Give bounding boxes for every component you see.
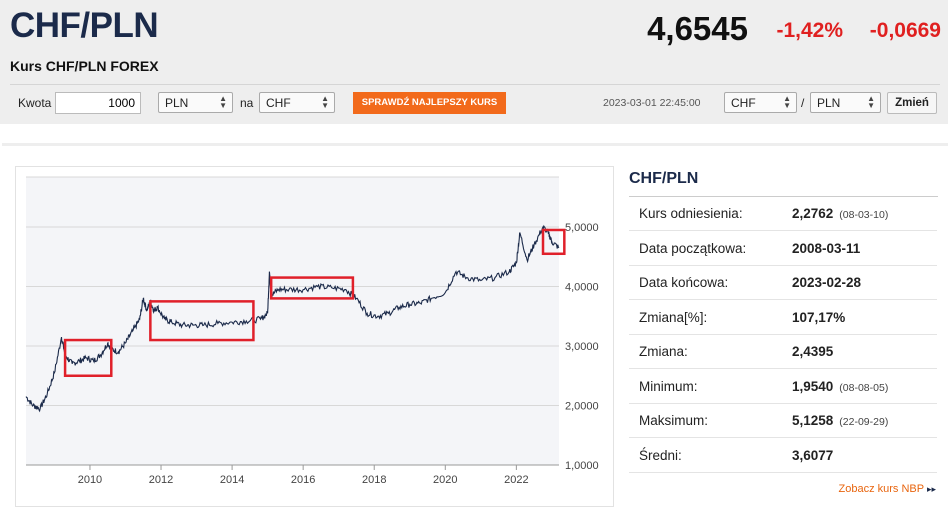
select-arrows-icon: ▲ ▼ [867, 94, 875, 110]
stats-value: 1,9540 (08-08-05) [792, 379, 888, 394]
stats-value: 5,1258 (22-09-29) [792, 413, 888, 428]
stats-value-number: 2023-02-28 [792, 275, 862, 290]
stats-label: Minimum: [639, 378, 698, 394]
select-arrows-icon: ▲ ▼ [783, 94, 791, 110]
change-percent: -1,42% [776, 19, 843, 42]
x-tick-label: 2014 [220, 474, 244, 486]
stats-row: Data końcowa: 2023-02-28 [629, 266, 937, 300]
stats-row: Data początkowa: 2008-03-11 [629, 232, 937, 266]
stats-row: Kurs odniesienia: 2,2762 (08-03-10) [629, 197, 937, 231]
nbp-rate-link[interactable]: Zobacz kurs NBP ▸▸ [839, 483, 937, 495]
quote-timestamp: 2023-03-01 22:45:00 [603, 97, 701, 109]
to-currency-select[interactable]: CHF ▲ ▼ [259, 92, 335, 113]
y-tick-label: 4,0000 [565, 282, 599, 294]
stats-value: 2,4395 [792, 344, 833, 359]
stats-row: Zmiana[%]: 107,17% [629, 301, 937, 335]
x-tick-label: 2010 [78, 474, 102, 486]
page-subtitle: Kurs CHF/PLN FOREX [10, 58, 159, 74]
stats-label: Data początkowa: [639, 240, 747, 256]
from-currency-value: PLN [165, 96, 189, 110]
highlight-box [149, 300, 255, 342]
from-currency-select[interactable]: PLN ▲ ▼ [158, 92, 233, 113]
quote-header: CHF/PLN Kurs CHF/PLN FOREX 4,6545 -1,42%… [0, 0, 948, 124]
stats-value: 3,6077 [792, 448, 833, 463]
highlight-box [269, 276, 355, 300]
y-tick-label: 3,0000 [565, 341, 599, 353]
highlight-box [541, 228, 566, 256]
content-panel [2, 143, 948, 507]
price-line [25, 224, 560, 413]
x-tick-label: 2022 [504, 474, 528, 486]
double-arrow-icon: ▸▸ [926, 484, 936, 494]
highlight-box [63, 338, 113, 378]
stats-row: Zmiana: 2,4395 [629, 335, 937, 369]
x-tick-label: 2018 [362, 474, 386, 486]
stats-value-number: 1,9540 [792, 378, 834, 394]
stats-divider [629, 196, 938, 197]
y-tick-label: 5,0000 [565, 222, 599, 234]
stats-label: Średni: [639, 447, 682, 463]
stats-row: Średni: 3,6077 [629, 439, 937, 473]
x-tick-label: 2020 [433, 474, 457, 486]
best-rate-button[interactable]: SPRAWDŹ NAJLEPSZY KURS [353, 92, 506, 114]
stats-label: Kurs odniesienia: [639, 206, 743, 221]
stats-value-number: 2,2762 [792, 206, 834, 221]
stats-date: (08-03-10) [839, 209, 889, 221]
select-arrows-icon: ▲ ▼ [219, 94, 227, 110]
x-tick-label: 2012 [149, 474, 173, 486]
stats-label: Zmiana[%]: [639, 309, 708, 325]
chart-container: 1,0000 2,0000 3,0000 4,0000 5,0000 2010 2012 20… [15, 166, 614, 507]
price-chart[interactable]: 1,0000 2,0000 3,0000 4,0000 5,0000 2010 2012 20… [16, 167, 613, 506]
stats-row: Maksimum: 5,1258 (22-09-29) [629, 404, 937, 438]
pair-base-value: CHF [731, 96, 756, 110]
stats-value: 2,2762 (08-03-10) [792, 206, 888, 221]
pair-quote-value: PLN [817, 96, 841, 110]
stats-value: 2008-03-11 [792, 241, 860, 256]
na-label: na [240, 96, 254, 110]
stats-label: Data końcowa: [639, 275, 729, 290]
pair-quote-select[interactable]: PLN ▲ ▼ [810, 92, 881, 113]
plot-area [26, 177, 559, 465]
nbp-rate-link-label: Zobacz kurs NBP [838, 483, 924, 495]
change-absolute: -0,0669 [869, 19, 941, 42]
stats-label: Maksimum: [639, 413, 709, 428]
y-tick-label: 1,0000 [565, 460, 599, 472]
amount-label: Kwota [18, 96, 52, 110]
stats-value-number: 5,1258 [792, 413, 834, 428]
stats-value: 107,17% [792, 310, 845, 325]
change-pair-button[interactable]: Zmień [887, 92, 937, 114]
stats-date: (22-09-29) [839, 416, 889, 428]
amount-input[interactable] [55, 92, 141, 114]
stats-value-number: 107,17% [792, 309, 846, 325]
page-title: CHF/PLN [10, 6, 159, 45]
stats-value: 2023-02-28 [792, 275, 861, 290]
stats-label: Zmiana: [639, 344, 688, 359]
x-tick-label: 2016 [291, 474, 315, 486]
header-divider [10, 84, 940, 85]
stats-value-number: 2,4395 [792, 344, 834, 359]
to-currency-value: CHF [266, 96, 291, 110]
stats-value-number: 3,6077 [792, 447, 834, 463]
stats-value-number: 2008-03-11 [792, 240, 861, 256]
stats-date: (08-08-05) [839, 381, 889, 394]
y-tick-label: 2,0000 [565, 401, 599, 413]
pair-base-select[interactable]: CHF ▲ ▼ [724, 92, 797, 113]
pair-separator: / [801, 96, 805, 110]
current-price: 4,6545 [647, 10, 748, 47]
stats-row: Minimum: 1,9540 (08-08-05) [629, 370, 937, 404]
select-arrows-icon: ▲ ▼ [321, 94, 329, 110]
stats-title: CHF/PLN [629, 170, 699, 187]
